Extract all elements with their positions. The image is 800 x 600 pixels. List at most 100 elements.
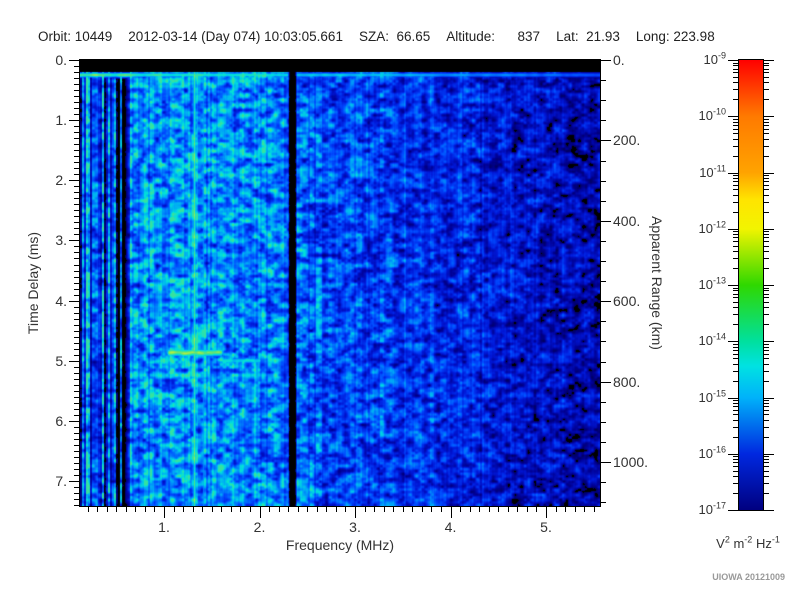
axis-tick [764, 454, 774, 455]
colorbar-tick-label: 10-17 [698, 500, 726, 517]
axis-tick [764, 251, 769, 252]
axis-tick [764, 202, 769, 203]
axis-tick [764, 241, 769, 242]
axis-tick [764, 288, 769, 289]
axis-tick [728, 60, 738, 61]
axis-tick [355, 506, 356, 518]
axis-tick [764, 146, 769, 147]
apparent-range-tick-label: 200. [613, 132, 641, 149]
axis-tick [728, 398, 738, 399]
axis-tick [764, 129, 769, 130]
axis-tick [764, 119, 769, 120]
axis-tick [764, 414, 769, 415]
observation-header: Orbit: 10449 2012-03-14 (Day 074) 10:03:0… [38, 29, 715, 44]
axis-tick [764, 406, 769, 407]
axis-tick [764, 181, 769, 182]
axis-tick [764, 354, 769, 355]
axis-tick [764, 246, 769, 247]
axis-tick [764, 344, 769, 345]
axis-tick [764, 347, 769, 348]
axis-tick [764, 139, 769, 140]
axis-tick [764, 493, 769, 494]
axis-tick [764, 89, 769, 90]
axis-tick [728, 229, 738, 230]
time-delay-tick-label: 4. [55, 292, 67, 309]
x-tick-label: 4. [444, 519, 457, 535]
header-field: 2012-03-14 (Day 074) 10:03:05.661 [128, 29, 343, 44]
axis-tick [764, 178, 769, 179]
colorbar-tick-label: 10-13 [698, 275, 726, 292]
axis-tick [764, 456, 769, 457]
colorbar-tick-label: 10-11 [699, 163, 726, 180]
x-tick-label: 2. [253, 519, 266, 535]
axis-tick [764, 173, 774, 174]
x-tick-label: 5. [540, 519, 552, 535]
axis-tick [764, 65, 769, 66]
header-field: Long: 223.98 [635, 29, 715, 44]
axis-tick [728, 341, 738, 342]
axis-tick [764, 398, 774, 399]
axis-tick [764, 60, 774, 61]
axis-tick [764, 341, 774, 342]
axis-tick [764, 476, 769, 477]
apparent-range-tick-label: 1000. [613, 454, 649, 470]
x-tick-label: 3. [349, 519, 361, 535]
axis-title-apparent-range: Apparent Range (km) [649, 216, 665, 350]
colorbar-tick-label: 10-9 [703, 50, 726, 67]
axis-tick [764, 234, 769, 235]
axis-tick [764, 350, 769, 351]
colorbar-tick-label: 10-15 [698, 388, 726, 405]
axis-tick [728, 285, 738, 286]
axis-tick [764, 72, 769, 73]
axis-tick [764, 302, 769, 303]
axis-tick [764, 82, 769, 83]
header-field: Altitude: 837 [446, 29, 541, 44]
axis-tick [764, 156, 769, 157]
axis-tick [764, 364, 769, 365]
axis-tick [764, 229, 774, 230]
spectrogram-canvas [80, 60, 600, 506]
apparent-range-tick-label: 800. [613, 373, 641, 390]
axis-tick [764, 314, 769, 315]
axis-tick [546, 506, 547, 518]
axis-tick [764, 307, 769, 308]
axis-tick [764, 483, 769, 484]
time-delay-tick-label: 5. [55, 352, 67, 369]
time-delay-tick-label: 7. [55, 473, 67, 490]
axis-tick [764, 175, 769, 176]
axis-tick [728, 454, 738, 455]
colorbar-tick-label: 10-10 [698, 106, 726, 124]
axis-tick [764, 420, 769, 421]
axis-tick [764, 189, 769, 190]
axis-title-time-delay: Time Delay (ms) [25, 231, 41, 335]
time-delay-tick-label: 3. [55, 232, 67, 249]
axis-tick [600, 60, 611, 61]
axis-tick [764, 290, 769, 291]
axis-tick [764, 99, 769, 100]
axis-tick [764, 237, 769, 238]
axis-tick [728, 116, 738, 117]
axis-tick [764, 285, 774, 286]
axis-tick [259, 506, 261, 518]
axis-tick [600, 462, 611, 463]
colorbar-tick-label: 10-16 [698, 444, 726, 461]
axis-tick [764, 69, 769, 70]
header-field: Orbit: 10449 [38, 29, 113, 44]
axis-tick [450, 506, 452, 518]
axis-tick [600, 140, 611, 141]
apparent-range-tick-label: 0. [613, 52, 625, 68]
apparent-range-tick-label: 600. [613, 293, 641, 310]
axis-tick [764, 400, 769, 401]
axis-tick [764, 185, 769, 186]
axis-tick [764, 510, 774, 511]
axis-tick [600, 301, 611, 302]
axis-tick [764, 466, 769, 467]
axis-tick [764, 125, 769, 126]
time-delay-tick-label: 0. [55, 52, 67, 68]
axis-tick [600, 382, 611, 383]
axis-tick [764, 437, 769, 438]
axis-tick [164, 506, 165, 518]
axis-tick [764, 63, 769, 64]
header-field: SZA: 66.65 [358, 29, 431, 44]
axis-tick [764, 258, 769, 259]
